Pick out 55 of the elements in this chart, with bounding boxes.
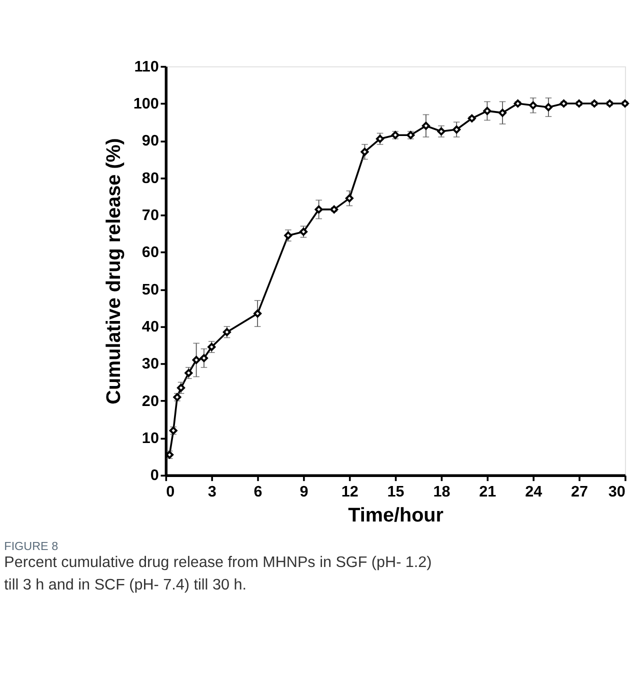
point	[184, 368, 193, 377]
x-tick-label: 27	[571, 483, 588, 500]
y-tick-label: 20	[142, 392, 159, 410]
point	[314, 205, 323, 214]
y-tick-label: 110	[134, 58, 159, 76]
x-tick-label: 18	[433, 483, 451, 500]
point	[254, 310, 262, 318]
point	[200, 354, 208, 362]
x-tick-label: 15	[387, 483, 405, 500]
point	[284, 231, 292, 240]
x-tick-label: 12	[341, 483, 358, 500]
point	[529, 101, 538, 110]
point	[299, 228, 308, 236]
point	[620, 100, 629, 108]
point	[560, 100, 568, 108]
point	[452, 126, 461, 134]
point	[606, 100, 614, 108]
point	[575, 100, 584, 108]
y-tick-label: 10	[142, 430, 159, 447]
text: Percent cumulative drug release from MHNPs in SGF (pH- 1.2) till 3 h and in SCF (pH- 7.4) till 30 h.	[4, 554, 432, 594]
caption: FIGURE 8	[4, 540, 58, 553]
x-axis-title: Time/hour	[348, 504, 444, 527]
point	[483, 106, 492, 115]
point	[544, 103, 552, 112]
point	[376, 134, 384, 143]
x-tick-label: 9	[300, 483, 308, 500]
x-tick-label: 24	[525, 483, 543, 500]
y-tick-label: 60	[142, 244, 159, 262]
point	[514, 100, 522, 108]
x-tick-label: 21	[479, 483, 497, 500]
point	[360, 148, 369, 156]
point	[208, 342, 216, 351]
x-tick-label: 6	[254, 483, 262, 500]
x-tick-label: 0	[166, 483, 175, 500]
y-tick-label: 40	[142, 318, 159, 336]
y-tick-label: 80	[142, 170, 159, 187]
y-tick-label: 90	[142, 132, 159, 150]
point	[345, 194, 354, 202]
point	[222, 328, 231, 336]
y-axis-title: Cumulative drug release (%)	[102, 138, 125, 404]
y-tick-label: 0	[150, 467, 159, 484]
point	[468, 114, 476, 122]
point	[177, 384, 186, 392]
y-tick-label: 70	[142, 206, 159, 224]
point	[437, 127, 446, 136]
point	[422, 122, 430, 130]
x-tick-label: 30	[608, 483, 626, 500]
y-tick-label: 50	[142, 281, 159, 298]
x-tick-label: 3	[208, 483, 216, 500]
y-tick-label: 30	[142, 356, 159, 373]
point	[498, 108, 507, 117]
point	[590, 100, 598, 108]
point	[330, 205, 338, 214]
point	[192, 356, 200, 364]
y-tick-label: 100	[133, 95, 159, 112]
